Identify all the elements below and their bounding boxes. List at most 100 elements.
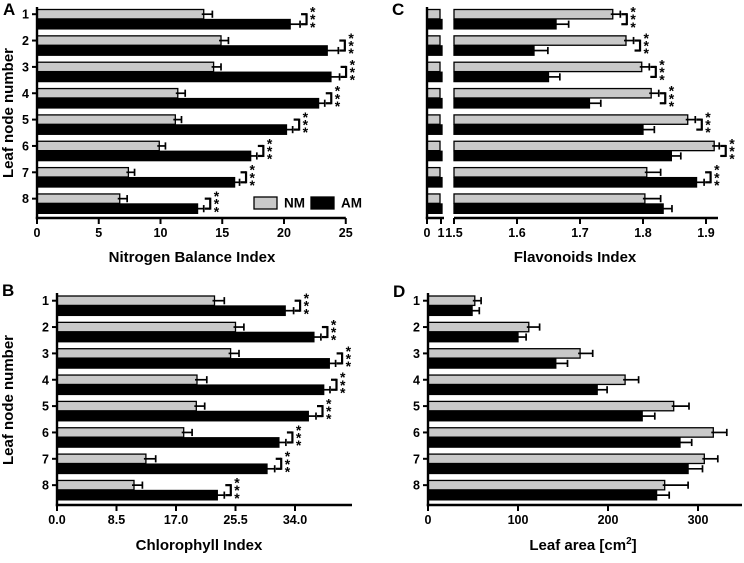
row-label: 8	[22, 192, 29, 206]
x-tick-label: 10	[154, 226, 168, 240]
bar-am-row4-stub	[426, 97, 443, 109]
bar-am-row7	[453, 176, 698, 188]
significance-star: *	[214, 196, 220, 212]
bar-nm-row2	[427, 321, 530, 333]
x-tick-label: 5	[95, 226, 102, 240]
x-tick-label: 1.6	[508, 226, 525, 240]
bar-nm-row3	[427, 348, 581, 359]
bar-nm-row4	[427, 374, 626, 386]
significance-star: *	[705, 124, 711, 140]
x-axis-title: Flavonoids Index	[514, 249, 637, 266]
legend-swatch-am	[310, 196, 335, 210]
significance-star: *	[340, 377, 346, 393]
bar-am-row6	[36, 150, 252, 162]
significance-star: *	[729, 135, 735, 151]
x-tick-label: 1.9	[697, 226, 714, 240]
bar-nm-row1	[453, 8, 614, 20]
significance-star: *	[214, 203, 220, 219]
x-tick-label: 0	[425, 513, 432, 527]
significance-star: *	[303, 109, 309, 125]
significance-star: *	[331, 324, 337, 340]
x-tick-label: 300	[688, 513, 709, 527]
significance-star: *	[310, 11, 316, 27]
significance-star: *	[659, 64, 665, 80]
bar-am-row8	[427, 489, 658, 501]
bar-am-row3	[453, 71, 550, 83]
bar-am-row6	[453, 150, 673, 162]
x-tick-label: 15	[215, 226, 229, 240]
x-tick-label: 8.5	[108, 513, 125, 527]
bar-nm-row1-stub	[426, 8, 441, 20]
significance-star: *	[350, 56, 356, 72]
significance-star: *	[335, 90, 341, 106]
panel-letter: D	[393, 282, 405, 301]
row-label: 6	[42, 426, 49, 440]
bar-am-row3	[56, 358, 330, 369]
bar-nm-row4	[453, 87, 652, 99]
significance-star: *	[659, 56, 665, 72]
bar-am-row3	[36, 71, 332, 83]
x-axis-title: Nitrogen Balance Index	[109, 249, 276, 266]
significance-star: *	[729, 143, 735, 159]
row-label: 3	[42, 347, 49, 361]
significance-star: *	[234, 475, 240, 491]
bar-nm-row1	[56, 295, 216, 307]
significance-star: *	[669, 83, 675, 99]
significance-star: *	[285, 456, 291, 472]
y-axis-title: Leaf node number	[0, 335, 17, 465]
bar-am-row6-stub	[426, 150, 443, 162]
significance-star: *	[705, 109, 711, 125]
significance-star: *	[346, 350, 352, 366]
bar-am-row2	[56, 331, 315, 343]
bar-am-row2	[36, 45, 328, 56]
panel-letter: B	[2, 281, 14, 300]
x-tick-label: 25.5	[223, 513, 247, 527]
bar-nm-row8	[453, 193, 646, 204]
significance-star: *	[630, 19, 636, 35]
bar-nm-row7	[453, 166, 648, 178]
significance-star: *	[348, 45, 354, 61]
x-tick-label: 1.5	[445, 226, 462, 240]
bar-am-row1-stub	[426, 18, 443, 30]
significance-star: *	[644, 38, 650, 54]
row-label: 7	[413, 452, 420, 466]
significance-star: *	[296, 437, 302, 453]
panel-letter: A	[3, 0, 15, 19]
row-label: 6	[413, 426, 420, 440]
bar-am-row5	[36, 124, 288, 135]
x-tick-label: 25	[339, 226, 353, 240]
panel-b-chart: ************************0.0 8.5 17.0 25.5 34…	[0, 281, 352, 554]
bar-nm-row5	[56, 400, 197, 412]
significance-star: *	[310, 4, 316, 20]
bar-nm-row2	[36, 35, 222, 46]
significance-star: *	[310, 19, 316, 35]
significance-star: *	[326, 403, 332, 419]
bar-am-row1	[427, 305, 473, 317]
panel-d-chart: 0 100 200 300 1 2 3 4 5 6 7 8 Leaf area [cm2] D	[393, 282, 742, 554]
bar-am-row7	[427, 463, 689, 475]
bar-am-row5	[453, 124, 644, 135]
significance-star: *	[303, 117, 309, 133]
bar-am-row5-stub	[426, 124, 443, 135]
x-tick-label: 20	[277, 226, 291, 240]
bar-nm-row7-stub	[426, 166, 441, 178]
row-label: 1	[42, 294, 49, 308]
significance-star: *	[303, 124, 309, 140]
significance-star: *	[304, 298, 310, 314]
bar-am-row8	[453, 203, 664, 214]
bar-am-row8	[56, 489, 218, 501]
significance-star: *	[630, 4, 636, 20]
bar-am-row1	[36, 18, 291, 30]
bar-nm-row6	[427, 427, 714, 438]
x-tick-label: 1	[438, 226, 445, 240]
x-tick-label: 1.8	[634, 226, 651, 240]
bar-nm-row8-stub	[426, 193, 441, 204]
significance-star: *	[267, 143, 273, 159]
significance-star: *	[296, 429, 302, 445]
legend-swatch-nm	[253, 196, 278, 210]
x-tick-label: 100	[508, 513, 529, 527]
row-label: 5	[22, 113, 29, 127]
row-label: 2	[42, 321, 49, 335]
row-label: 5	[413, 400, 420, 414]
